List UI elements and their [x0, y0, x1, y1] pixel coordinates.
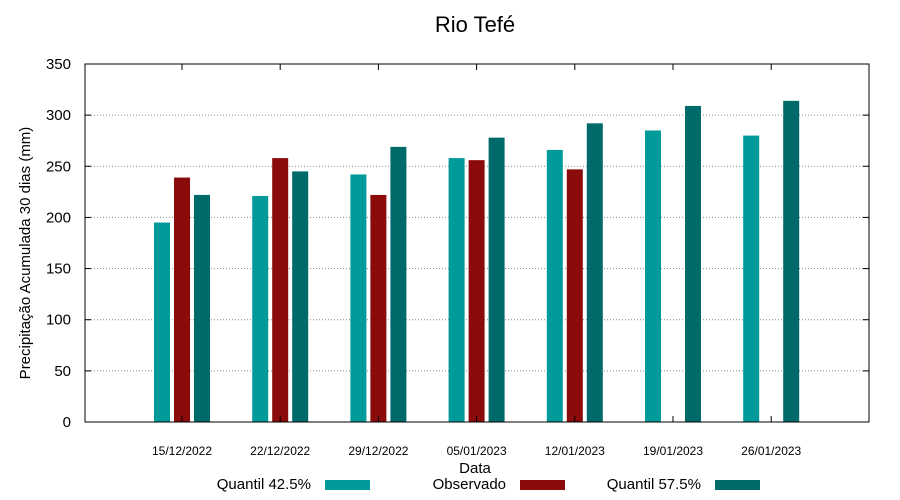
bar-1-7 [743, 135, 760, 422]
legend-swatch [325, 480, 370, 490]
x-tick-label: 22/12/2022 [250, 444, 310, 458]
y-tick-label: 200 [46, 209, 71, 226]
y-tick-label: 350 [46, 56, 71, 73]
legend: Quantil 42.5% Observado Quantil 57.5% [217, 476, 760, 493]
legend-swatch [520, 480, 565, 490]
x-tick-label: 05/01/2023 [447, 444, 507, 458]
bar-2-1 [174, 177, 190, 422]
chart-title: Rio Tefé [435, 12, 515, 37]
y-tick-label: 250 [46, 158, 71, 175]
x-tick-label: 12/01/2023 [545, 444, 605, 458]
bar-3-6 [685, 105, 701, 423]
x-tick-label: 26/01/2023 [741, 444, 801, 458]
x-axis: 15/12/2022 22/12/2022 29/12/2022 05/01/2023… [152, 64, 802, 458]
bars [154, 100, 800, 423]
bar-3-2 [292, 171, 309, 422]
legend-label: Observado [433, 476, 506, 493]
legend-label: Quantil 57.5% [607, 476, 701, 493]
bar-1-6 [645, 130, 661, 422]
bar-3-3 [390, 146, 407, 422]
bar-3-5 [586, 123, 603, 422]
bar-3-7 [783, 100, 800, 422]
y-tick-label: 300 [46, 107, 71, 124]
y-tick-label: 50 [54, 363, 71, 380]
bar-2-4 [468, 160, 485, 423]
x-tick-label: 15/12/2022 [152, 444, 212, 458]
y-tick-label: 0 [63, 414, 71, 431]
bar-1-2 [252, 195, 269, 422]
legend-swatch [715, 480, 760, 490]
y-tick-label: 150 [46, 261, 71, 278]
y-tick-label: 100 [46, 312, 71, 329]
bar-2-3 [370, 194, 387, 422]
bar-1-3 [350, 174, 367, 422]
bar-1-4 [448, 158, 465, 423]
bar-1-5 [546, 149, 563, 423]
x-tick-label: 29/12/2022 [348, 444, 408, 458]
bar-2-2 [272, 158, 289, 423]
x-axis-label: Data [459, 460, 491, 477]
y-axis-label: Precipitação Acumulada 30 dias (mm) [17, 127, 34, 380]
bar-2-5 [566, 169, 583, 422]
y-axis: 0 50 100 150 200 250 300 350 [46, 56, 869, 431]
bar-3-1 [194, 194, 210, 422]
bar-3-4 [488, 137, 505, 422]
x-tick-label: 19/01/2023 [643, 444, 703, 458]
legend-label: Quantil 42.5% [217, 476, 311, 493]
bar-1-1 [154, 222, 170, 422]
